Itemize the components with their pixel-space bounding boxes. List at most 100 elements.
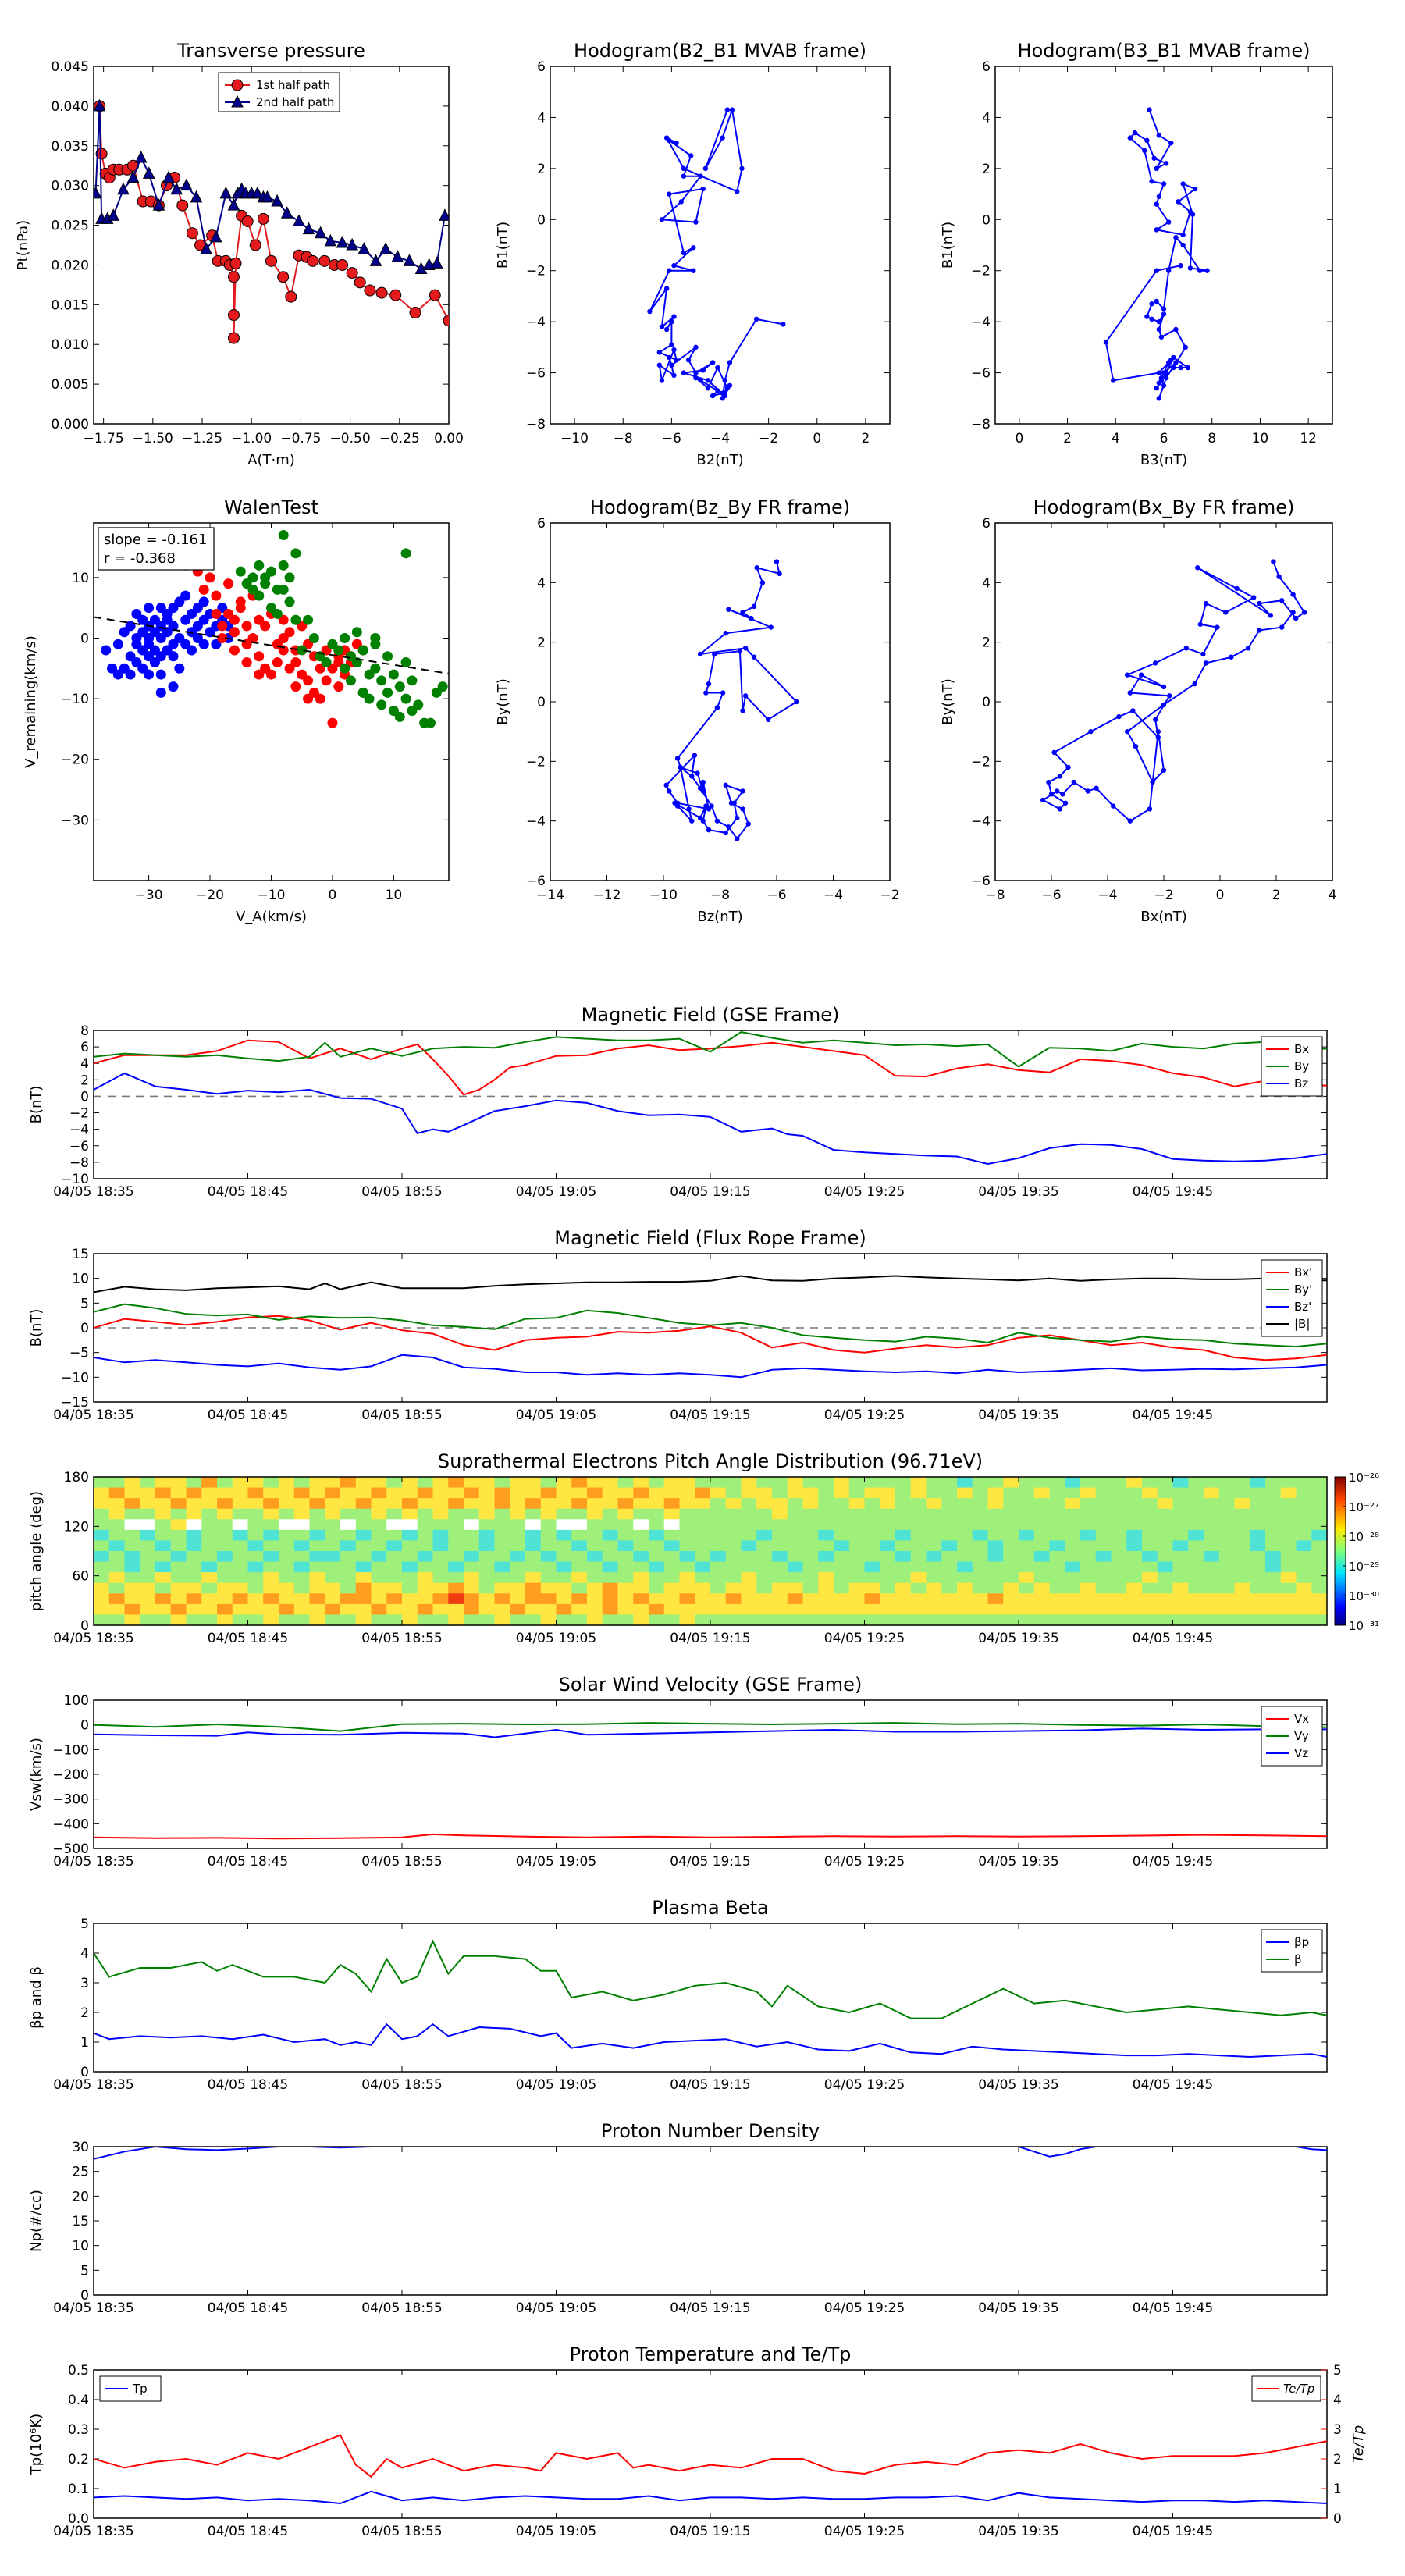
heatmap-cell bbox=[1296, 1508, 1312, 1520]
heatmap-cell bbox=[880, 1508, 896, 1520]
time-tick-label: 04/05 18:45 bbox=[208, 2524, 288, 2539]
heatmap-cell bbox=[556, 1582, 572, 1594]
heatmap-cell bbox=[1204, 1582, 1220, 1594]
data-point bbox=[1257, 600, 1262, 607]
legend-box bbox=[1261, 1036, 1323, 1097]
data-point bbox=[688, 153, 694, 158]
heatmap-cell bbox=[1111, 1572, 1127, 1584]
heatmap-cell bbox=[94, 1561, 110, 1573]
heatmap-cell bbox=[926, 1487, 942, 1499]
heatmap-cell bbox=[1065, 1593, 1081, 1605]
heatmap-cell bbox=[1204, 1561, 1220, 1573]
heatmap-cell bbox=[571, 1582, 588, 1594]
heatmap-cell bbox=[895, 1551, 912, 1563]
heatmap-cell bbox=[94, 1614, 110, 1626]
heatmap-cell bbox=[1296, 1572, 1312, 1584]
heatmap-cell bbox=[510, 1551, 526, 1563]
data-point bbox=[700, 818, 706, 824]
heatmap-cell bbox=[695, 1508, 711, 1520]
y-tick-label: −4 bbox=[526, 315, 546, 330]
heatmap-cell bbox=[217, 1498, 233, 1510]
data-point bbox=[723, 631, 728, 636]
heatmap-cell bbox=[201, 1561, 218, 1573]
x-tick-label: 0.00 bbox=[434, 431, 464, 447]
time-tick-label: 04/05 18:45 bbox=[208, 1854, 288, 1870]
data-point bbox=[1180, 242, 1186, 248]
heatmap-cell bbox=[108, 1614, 126, 1626]
heatmap-cell bbox=[1033, 1508, 1051, 1520]
heatmap-cell bbox=[1003, 1529, 1019, 1542]
heatmap-cell bbox=[417, 1529, 434, 1542]
heatmap-cell bbox=[602, 1614, 619, 1626]
heatmap-cell bbox=[1296, 1529, 1312, 1542]
heatmap-cell bbox=[633, 1540, 649, 1552]
legend-label: β bbox=[1294, 1952, 1302, 1966]
data-point bbox=[720, 690, 726, 696]
heatmap-cell bbox=[864, 1529, 880, 1542]
data-point bbox=[1161, 311, 1167, 317]
heatmap-cell bbox=[633, 1572, 649, 1584]
time-tick-label: 04/05 19:15 bbox=[670, 2077, 750, 2093]
data-point bbox=[709, 803, 714, 809]
data-point bbox=[1161, 370, 1167, 375]
heatmap-cell bbox=[679, 1603, 695, 1616]
time-tick-label: 04/05 18:55 bbox=[361, 1184, 442, 1200]
data-point bbox=[700, 368, 706, 373]
heatmap-cell bbox=[1003, 1508, 1019, 1520]
heatmap-cell bbox=[1265, 1529, 1282, 1542]
data-point bbox=[751, 603, 757, 610]
heatmap-cell bbox=[448, 1477, 464, 1489]
colorbar-label: 10⁻²⁹ bbox=[1349, 1560, 1379, 1574]
heatmap-cell bbox=[741, 1572, 757, 1584]
heatmap-cell bbox=[926, 1519, 942, 1531]
y-tick-label: −200 bbox=[52, 1767, 89, 1783]
heatmap-cell bbox=[587, 1529, 603, 1542]
heatmap-cell bbox=[772, 1561, 788, 1573]
heatmap-cell bbox=[170, 1614, 187, 1626]
time-tick-label: 04/05 19:05 bbox=[516, 1854, 596, 1870]
heatmap-cell bbox=[510, 1603, 526, 1616]
time-tick-label: 04/05 19:45 bbox=[1133, 1854, 1213, 1870]
heatmap-cell bbox=[1003, 1477, 1019, 1489]
data-point bbox=[1142, 148, 1147, 154]
y-tick-label: −10 bbox=[61, 1370, 89, 1386]
heatmap-cell bbox=[309, 1529, 325, 1542]
heatmap-cell bbox=[1311, 1614, 1328, 1626]
heatmap-cell bbox=[880, 1529, 896, 1542]
heatmap-cell bbox=[1296, 1614, 1312, 1626]
data-point bbox=[1190, 212, 1196, 217]
heatmap-cell bbox=[340, 1572, 357, 1584]
data-point bbox=[231, 94, 244, 108]
y-tick-label: −2 bbox=[526, 754, 546, 770]
time-tick-label: 04/05 18:35 bbox=[53, 1854, 133, 1870]
scatter-point bbox=[308, 632, 319, 643]
heatmap-cell bbox=[834, 1582, 850, 1594]
heatmap-cell bbox=[170, 1519, 187, 1531]
data-point bbox=[364, 284, 376, 297]
data-point bbox=[735, 836, 740, 841]
heatmap-cell bbox=[1033, 1561, 1051, 1573]
heatmap-cell bbox=[540, 1540, 557, 1552]
data-point bbox=[1144, 137, 1150, 144]
heatmap-cell bbox=[1172, 1593, 1189, 1605]
heatmap-cell bbox=[1065, 1561, 1081, 1573]
data-point bbox=[700, 779, 706, 785]
heatmap-cell bbox=[247, 1477, 264, 1489]
heatmap-cell bbox=[695, 1561, 711, 1573]
panel-title: Solar Wind Velocity (GSE Frame) bbox=[559, 1674, 863, 1695]
heatmap-cell bbox=[417, 1572, 434, 1584]
heatmap-cell bbox=[910, 1529, 927, 1542]
heatmap-cell bbox=[155, 1603, 172, 1616]
heatmap-cell bbox=[1095, 1572, 1112, 1584]
heatmap-cell bbox=[679, 1561, 695, 1573]
panel-mf_fr: Magnetic Field (Flux Rope Frame)−15−10−5… bbox=[28, 1227, 1328, 1423]
y-tick-label: −6 bbox=[971, 873, 991, 889]
series-line bbox=[94, 1315, 1327, 1361]
heatmap-cell bbox=[371, 1529, 387, 1542]
data-point bbox=[749, 615, 754, 621]
heatmap-cell bbox=[617, 1498, 634, 1510]
heatmap-cell bbox=[802, 1582, 819, 1594]
heatmap-cell bbox=[1080, 1551, 1097, 1563]
data-point bbox=[1156, 194, 1162, 200]
heatmap-cell bbox=[987, 1508, 1004, 1520]
